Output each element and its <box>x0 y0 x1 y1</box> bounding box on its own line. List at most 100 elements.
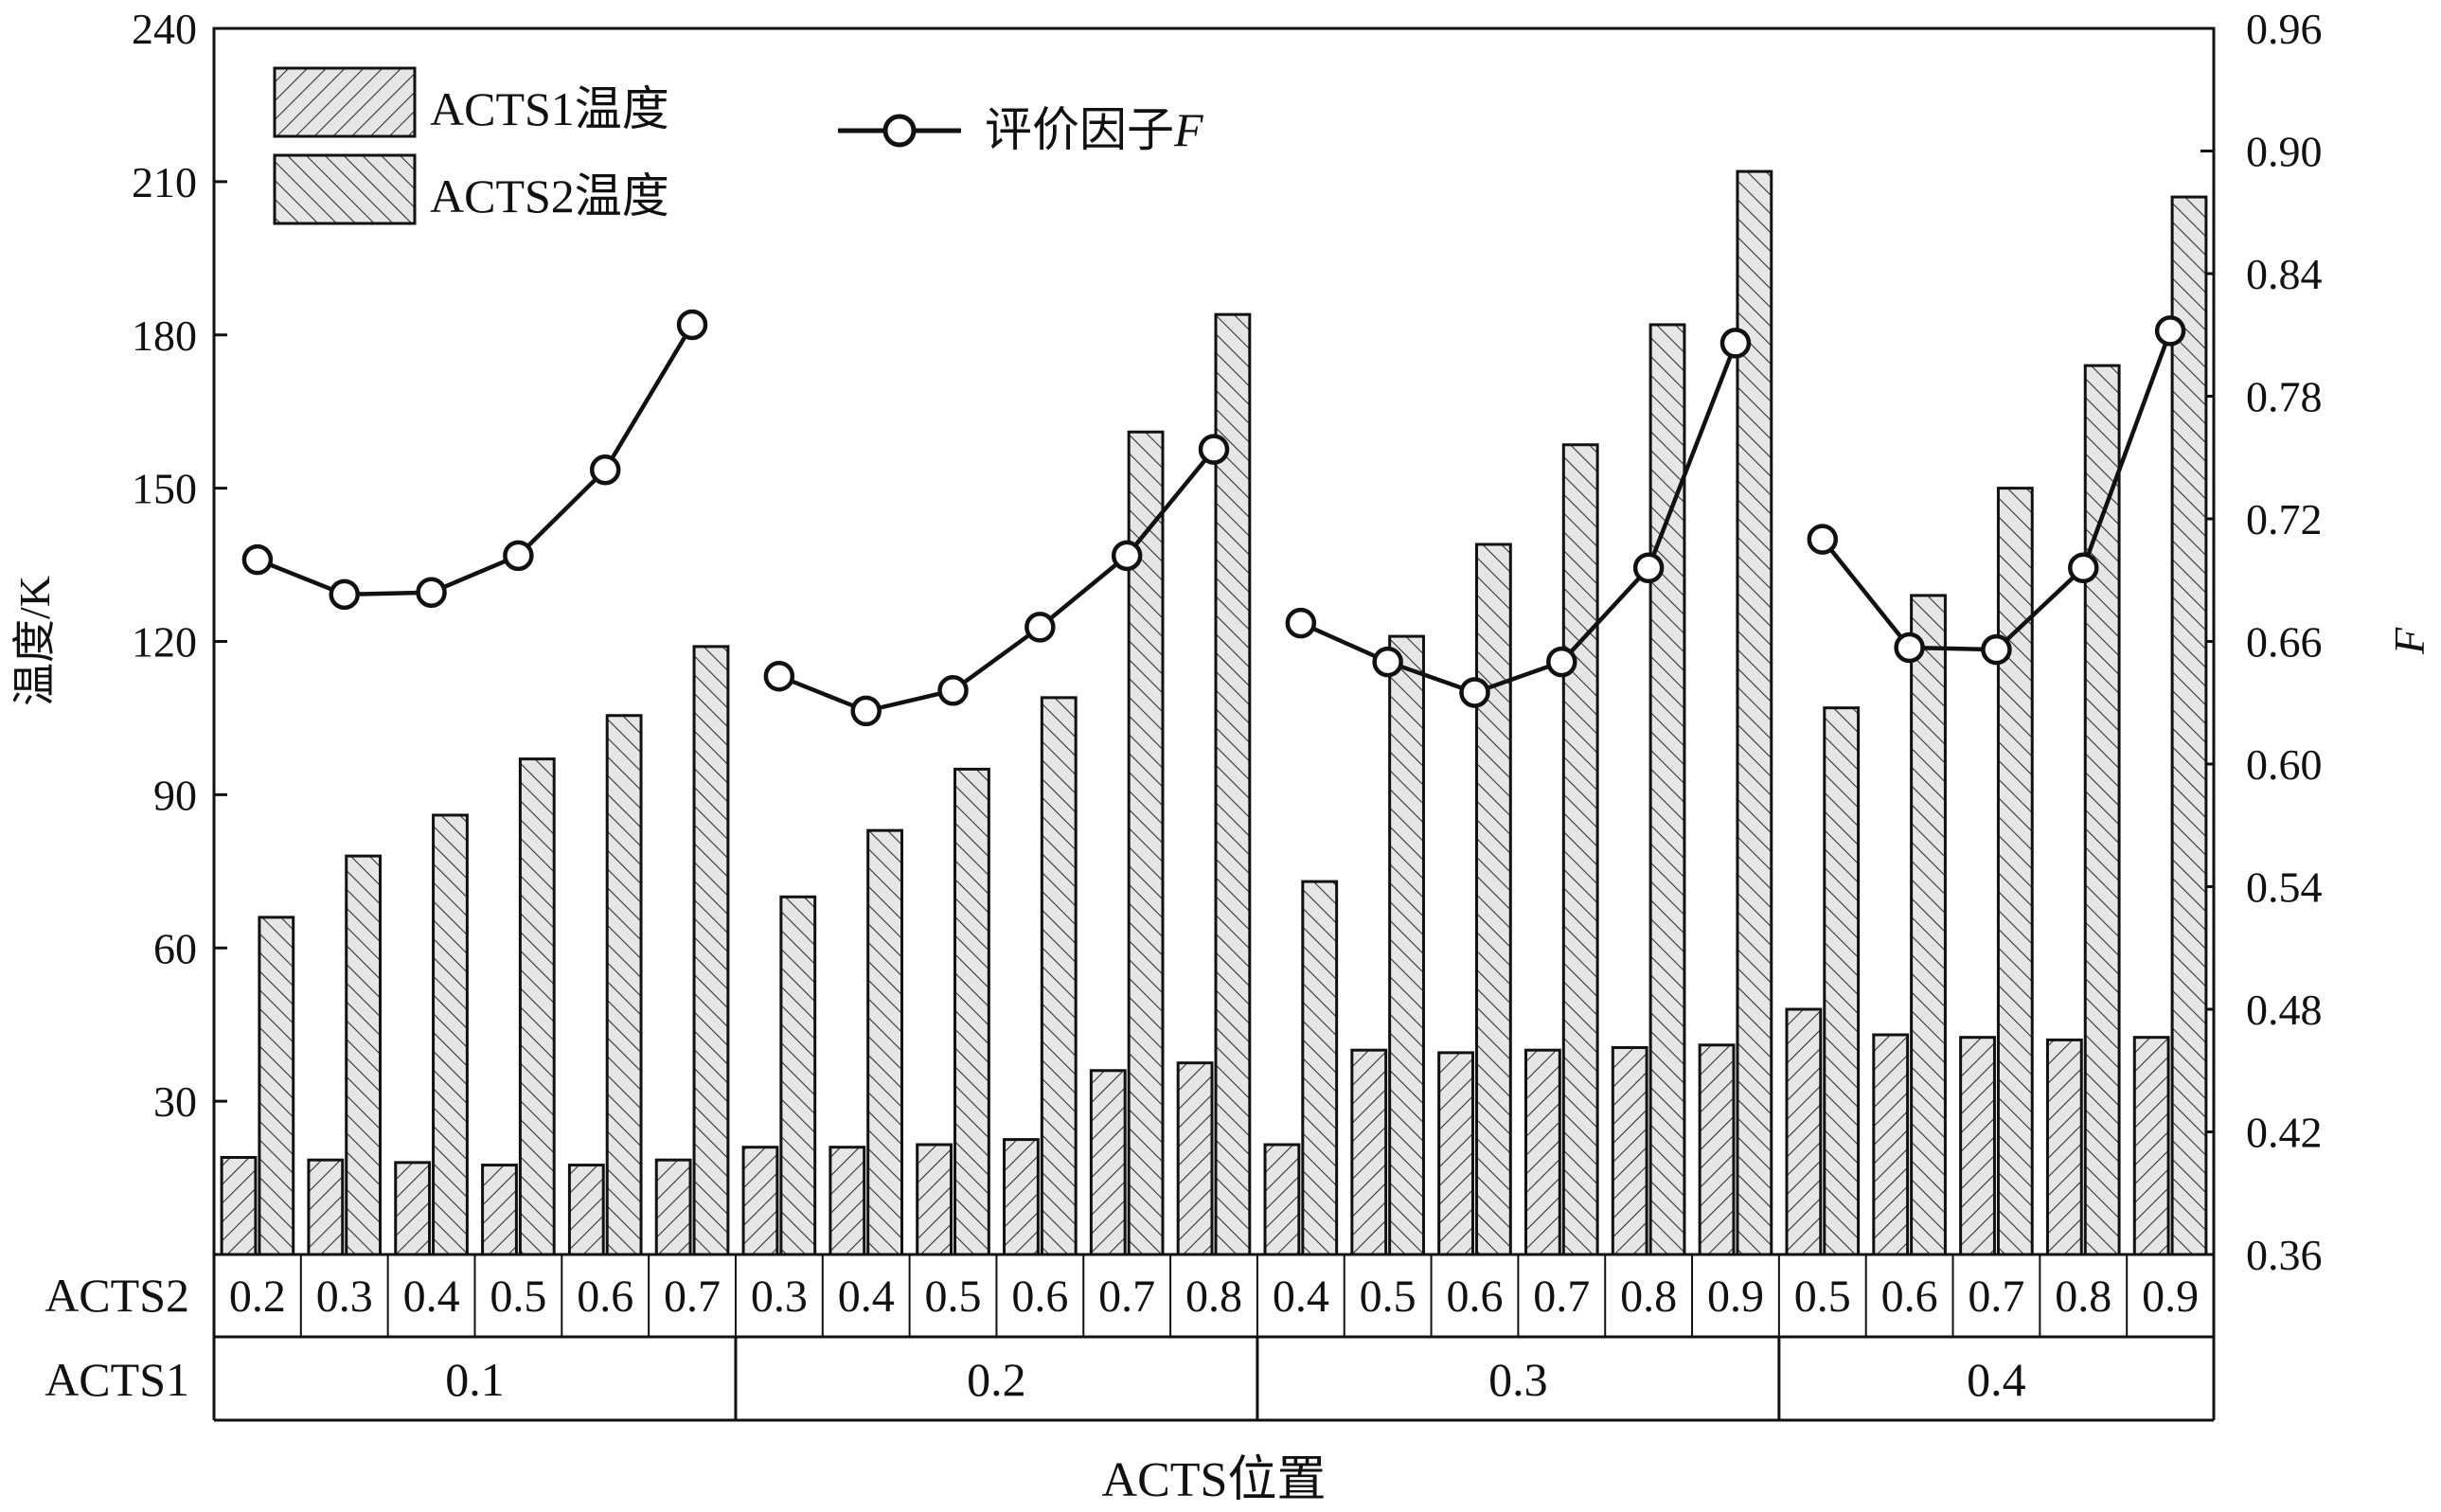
acts2-cell-label: 0.9 <box>2142 1272 2199 1322</box>
bar-acts1 <box>1003 1138 1040 1256</box>
acts2-cell-label: 0.2 <box>229 1272 286 1322</box>
f-line-group <box>257 323 694 597</box>
row-label-acts1: ACTS1 <box>45 1353 189 1406</box>
f-point <box>1111 540 1143 572</box>
f-line-group <box>1299 342 1738 695</box>
f-point <box>1025 612 1056 643</box>
y-tick-label: 240 <box>132 5 197 53</box>
acts2-cell-label: 0.7 <box>1968 1272 2024 1322</box>
legend: ACTS1温度 ACTS2温度 评价因子F <box>273 66 1203 225</box>
bar-acts1 <box>829 1146 866 1256</box>
acts2-cell-label: 0.6 <box>1011 1272 1068 1322</box>
bar-acts1 <box>1263 1143 1301 1256</box>
bar-acts1 <box>1959 1036 1996 1256</box>
y2-tick-label: 0.84 <box>2246 250 2323 298</box>
acts1-group-label: 0.4 <box>1967 1353 2026 1406</box>
acts2-cell-label: 0.6 <box>1446 1272 1503 1322</box>
bar-acts1 <box>1785 1007 1823 1256</box>
bar-acts2 <box>1823 706 1861 1256</box>
f-point <box>503 540 534 572</box>
bar-acts1 <box>916 1143 953 1256</box>
f-point <box>1894 631 1925 664</box>
bar-acts2 <box>1996 487 2034 1256</box>
y2-tick-label: 0.72 <box>2246 495 2323 543</box>
bar-acts2 <box>779 895 817 1256</box>
f-point <box>1198 434 1230 465</box>
acts2-cell-label: 0.7 <box>1098 1272 1155 1322</box>
bar-acts2 <box>953 767 990 1256</box>
y-tick-label: 150 <box>132 465 197 513</box>
bar-acts1 <box>1089 1069 1127 1256</box>
y2-tick-label: 0.48 <box>2246 986 2323 1034</box>
bar-acts1 <box>1698 1043 1736 1256</box>
acts2-cell-label: 0.6 <box>577 1272 633 1322</box>
bar-marks <box>220 169 2208 1256</box>
y2-tick-label: 0.90 <box>2246 128 2323 176</box>
legend-label-f-prefix: 评价因子 <box>985 103 1174 156</box>
f-point <box>1285 607 1317 639</box>
f-point <box>416 577 447 608</box>
bar-acts2 <box>866 828 904 1256</box>
bar-acts1 <box>1611 1045 1648 1256</box>
left-axis-ticks: 30 60 90 120 150 180 210 240 <box>132 5 227 1126</box>
acts2-cell-label: 0.4 <box>1273 1272 1329 1322</box>
y-tick-label: 30 <box>153 1077 197 1126</box>
y2-tick-label: 0.60 <box>2246 740 2323 789</box>
bar-acts1 <box>220 1155 258 1256</box>
f-point <box>763 660 795 692</box>
bar-acts2 <box>258 916 295 1256</box>
legend-label-f: 评价因子F <box>985 103 1203 156</box>
bar-acts2 <box>1910 594 1947 1256</box>
bar-acts2 <box>1648 323 1686 1256</box>
y2-axis-label: F <box>2385 627 2433 655</box>
acts2-cell-label: 0.5 <box>490 1272 546 1322</box>
bar-acts2 <box>1561 443 1599 1256</box>
acts2-cell-label: 0.8 <box>1185 1272 1242 1322</box>
f-point <box>1981 633 2012 666</box>
legend-label-acts2: ACTS2温度 <box>430 169 669 222</box>
bar-acts1 <box>1350 1048 1388 1256</box>
acts2-cell-label: 0.5 <box>1794 1272 1851 1322</box>
y-axis-label: 温度/K <box>10 576 59 706</box>
bar-acts2 <box>692 645 730 1256</box>
f-point <box>850 695 882 727</box>
bar-acts1 <box>1872 1033 1910 1256</box>
acts2-cell-label: 0.9 <box>1707 1272 1764 1322</box>
bar-acts1 <box>654 1158 692 1256</box>
y-tick-label: 90 <box>153 771 197 819</box>
legend-label-acts1: ACTS1温度 <box>430 82 669 135</box>
f-point <box>2068 552 2099 584</box>
bar-acts1 <box>741 1146 779 1256</box>
bar-acts1 <box>1176 1061 1214 1256</box>
acts2-cell-label: 0.4 <box>403 1272 460 1322</box>
acts2-cell-label: 0.5 <box>1360 1272 1416 1322</box>
bar-acts1 <box>1437 1051 1474 1256</box>
acts1-group-label: 0.2 <box>967 1353 1026 1406</box>
bar-acts1 <box>394 1161 432 1256</box>
acts2-cell-label: 0.3 <box>316 1272 373 1322</box>
bar-acts1 <box>2132 1036 2170 1256</box>
legend-label-f-var: F <box>1173 103 1203 156</box>
acts2-cell-label: 0.4 <box>838 1272 895 1322</box>
y2-tick-label: 0.96 <box>2246 5 2323 53</box>
bar-acts2 <box>518 757 556 1256</box>
bar-acts2 <box>1127 430 1165 1256</box>
bar-acts2 <box>432 813 469 1256</box>
bar-acts1 <box>307 1158 345 1256</box>
acts2-cell-label: 0.8 <box>1620 1272 1677 1322</box>
f-point <box>1807 524 1839 555</box>
bar-acts1 <box>1523 1048 1561 1256</box>
acts1-group-label: 0.3 <box>1488 1353 1548 1406</box>
row-label-acts2: ACTS2 <box>45 1269 189 1322</box>
bar-acts2 <box>2170 195 2208 1256</box>
f-point <box>1459 677 1490 708</box>
bar-acts2 <box>2083 364 2121 1256</box>
acts2-cell-label: 0.8 <box>2055 1272 2111 1322</box>
y2-tick-label: 0.42 <box>2246 1109 2323 1157</box>
f-point <box>1719 328 1752 359</box>
f-point <box>329 578 360 611</box>
f-point <box>241 543 274 576</box>
bar-acts2 <box>605 714 643 1256</box>
acts2-cell-label: 0.7 <box>664 1272 721 1322</box>
bar-acts2 <box>1301 880 1339 1256</box>
